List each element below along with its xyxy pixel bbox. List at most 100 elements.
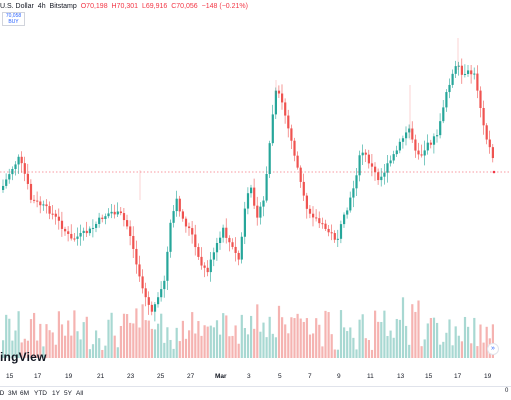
candle-body xyxy=(355,175,358,189)
volume-bar xyxy=(411,304,414,358)
volume-bar xyxy=(119,325,122,358)
volume-bar xyxy=(206,326,209,358)
volume-bar xyxy=(377,321,380,358)
volume-bar xyxy=(181,320,184,358)
candle-body xyxy=(116,211,119,215)
candle-body xyxy=(470,70,473,75)
range-button-all[interactable]: All xyxy=(76,390,84,397)
volume-bar xyxy=(188,330,191,358)
candle-body xyxy=(445,92,448,108)
volume-bar xyxy=(150,328,153,358)
volume-bar xyxy=(259,331,262,358)
candle-body xyxy=(188,226,191,229)
candle-body xyxy=(73,238,76,240)
volume-bar xyxy=(423,339,426,358)
candle-body xyxy=(231,242,234,247)
candle-body xyxy=(2,185,5,190)
price-chart[interactable] xyxy=(0,0,511,386)
volume-bar xyxy=(417,300,420,358)
volume-bar xyxy=(426,323,429,358)
candle-body xyxy=(42,204,45,206)
candle-body xyxy=(336,238,339,240)
range-button-6m[interactable]: 6M xyxy=(20,390,30,397)
time-axis-label: 3 xyxy=(247,373,251,380)
volume-bar xyxy=(454,326,457,358)
volume-bar xyxy=(191,312,194,358)
time-axis-label: 5 xyxy=(278,373,282,380)
volume-bar xyxy=(293,318,296,358)
high-value: H70,301 xyxy=(111,3,139,10)
symbol-label[interactable]: U.S. Dollar xyxy=(0,3,34,10)
volume-bar xyxy=(126,314,129,358)
time-axis-label: 7 xyxy=(308,373,312,380)
candle-body xyxy=(460,65,463,75)
candle-body xyxy=(91,227,95,229)
range-button-3m[interactable]: 3M xyxy=(8,390,18,397)
candle-body xyxy=(240,236,243,260)
candle-body xyxy=(296,155,299,168)
volume-bar xyxy=(277,305,281,358)
candle-body xyxy=(36,200,39,202)
range-button-1d[interactable]: 1D xyxy=(0,390,5,397)
candle-body xyxy=(197,247,200,257)
candle-body xyxy=(101,217,104,220)
range-button-5y[interactable]: 5Y xyxy=(64,390,72,397)
volume-bar xyxy=(386,336,389,358)
candle-body xyxy=(454,66,457,74)
range-button-ytd[interactable]: YTD xyxy=(34,390,47,397)
volume-bar xyxy=(467,326,470,358)
candle-body xyxy=(274,90,277,115)
candle-body xyxy=(126,220,129,227)
time-axis-label: 15 xyxy=(425,373,433,380)
volume-bar xyxy=(194,333,197,358)
candle-body xyxy=(138,264,141,277)
candle-body xyxy=(153,304,157,312)
volume-bar xyxy=(284,324,287,358)
candle-body xyxy=(485,125,488,140)
volume-bar xyxy=(315,318,318,358)
candle-body xyxy=(172,211,175,223)
volume-bar xyxy=(57,311,60,358)
buy-price: 70,058 xyxy=(5,13,22,19)
volume-bar xyxy=(88,349,91,358)
candle-body xyxy=(70,233,73,239)
candle-body xyxy=(411,128,414,140)
volume-bar xyxy=(85,316,88,358)
candle-body xyxy=(119,211,122,214)
volume-bar xyxy=(70,335,73,358)
time-axis-label: 9 xyxy=(337,373,341,380)
volume-bar xyxy=(219,334,222,358)
candle-body xyxy=(160,289,163,298)
volume-bar xyxy=(392,337,395,358)
candle-body xyxy=(287,115,290,129)
volume-bar xyxy=(398,319,401,358)
candle-body xyxy=(349,197,352,211)
candle-body xyxy=(448,84,451,93)
volume-bar xyxy=(274,337,277,358)
range-button-1y[interactable]: 1Y xyxy=(52,390,60,397)
candle-body xyxy=(60,220,64,229)
volume-bar xyxy=(166,327,169,358)
volume-bar xyxy=(287,333,290,358)
volume-bar xyxy=(346,331,349,358)
buy-price-box[interactable]: 70,058 BUY xyxy=(2,12,25,26)
candle-body xyxy=(380,176,383,181)
volume-bar xyxy=(327,312,330,358)
candle-body xyxy=(370,163,374,167)
go-to-realtime-button[interactable]: » xyxy=(487,343,499,355)
candle-body xyxy=(104,216,107,220)
volume-bar xyxy=(212,327,215,358)
volume-bar xyxy=(389,330,392,358)
candle-body xyxy=(57,216,60,221)
candle-body xyxy=(299,167,302,182)
candle-body xyxy=(281,93,284,103)
interval-label[interactable]: 4h xyxy=(37,3,46,10)
candle-body xyxy=(8,174,11,180)
volume-bar xyxy=(23,338,26,358)
volume-bar xyxy=(60,324,64,358)
candle-body xyxy=(129,226,132,237)
time-axis-label: 11 xyxy=(367,373,374,380)
time-axis[interactable]: 15 17 19 21 23 25 27 Mar 3 5 7 9 11 13 15 17 19 xyxy=(0,373,511,383)
candle-body xyxy=(467,70,470,74)
